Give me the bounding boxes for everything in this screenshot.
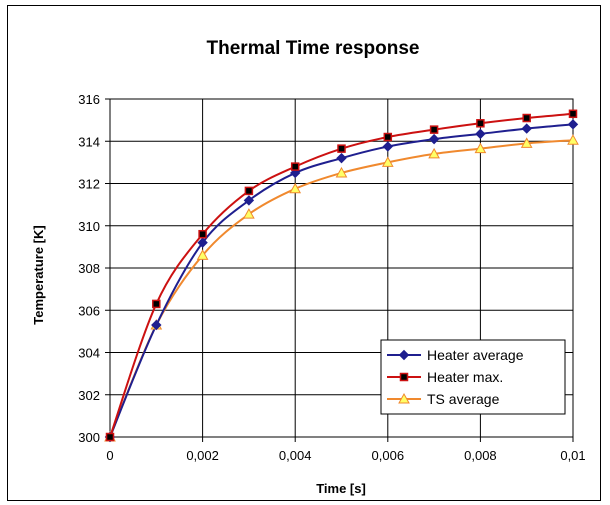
y-tick-label: 304 [78,346,100,361]
data-point-heater-max [290,162,300,171]
y-tick-label: 312 [78,177,100,192]
series-line-ts-average [109,139,574,438]
data-point-heater-average [521,123,532,134]
data-point-ts-average [335,166,348,178]
y-tick-label: 302 [78,388,100,403]
data-point-heater-max [568,109,578,119]
legend-label: TS average [427,391,500,407]
data-point-heater-max [383,132,393,142]
data-point-heater-max [429,125,439,134]
y-axis-label: Temperature [K] [31,225,46,324]
data-point-heater-max [476,119,485,128]
data-point-heater-max [105,432,115,442]
series-lines [104,109,579,443]
x-tick-label: 0,002 [186,448,219,463]
data-point-heater-average [567,119,579,130]
y-tick-label: 316 [78,92,100,107]
data-point-heater-max [522,113,531,123]
x-axis-label: Time [s] [316,481,366,496]
data-point-heater-average [151,319,162,331]
data-point-heater-max [244,186,254,196]
x-tick-label: 0,006 [372,448,405,463]
plot-border [109,98,574,438]
legend-marker [398,392,410,404]
chart-title: Thermal Time response [207,38,420,59]
data-point-ts-average [474,142,487,154]
data-point-ts-average [196,249,209,260]
data-point-heater-max [337,144,346,153]
data-point-heater-average [336,152,347,164]
legend-label: Heater max. [427,369,503,385]
data-point-ts-average [381,156,394,167]
chart-frame: Thermal Time response Time [s] Temperatu… [7,5,601,501]
data-point-heater-average [243,195,255,206]
y-tick-label: 314 [78,134,100,149]
y-tick-label: 306 [78,303,100,318]
data-point-heater-max [152,299,161,309]
legend-label: Heater average [427,347,524,363]
axes [105,98,574,442]
legend: Heater average Heater max. TS average [380,339,566,415]
data-point-ts-average [243,208,255,219]
series-line-heater-average [109,123,574,438]
y-tick-label: 308 [78,261,100,276]
data-point-ts-average [567,134,579,145]
data-point-heater-max [198,229,207,239]
data-point-ts-average [289,182,302,194]
y-tick-label: 310 [78,219,100,234]
x-tick-label: 0,004 [279,448,312,463]
data-point-ts-average [428,147,440,159]
x-tick-label: 0 [106,448,113,463]
legend-marker [399,372,409,382]
tick-labels: 300 302 304 306 308 310 312 314 316 0 0,002 0,004 0,… [78,92,585,463]
x-tick-label: 0,008 [464,448,497,463]
data-point-ts-average [520,137,533,148]
data-point-heater-average [382,141,394,152]
data-point-heater-average [428,133,440,145]
x-tick-label: 0,01 [560,448,585,463]
data-point-heater-average [197,237,208,248]
series-line-heater-max [109,112,574,438]
line-chart: Thermal Time response Time [s] Temperatu… [31,38,586,496]
y-tick-label: 300 [78,430,100,445]
legend-marker [398,349,410,361]
data-point-heater-average [475,128,486,140]
